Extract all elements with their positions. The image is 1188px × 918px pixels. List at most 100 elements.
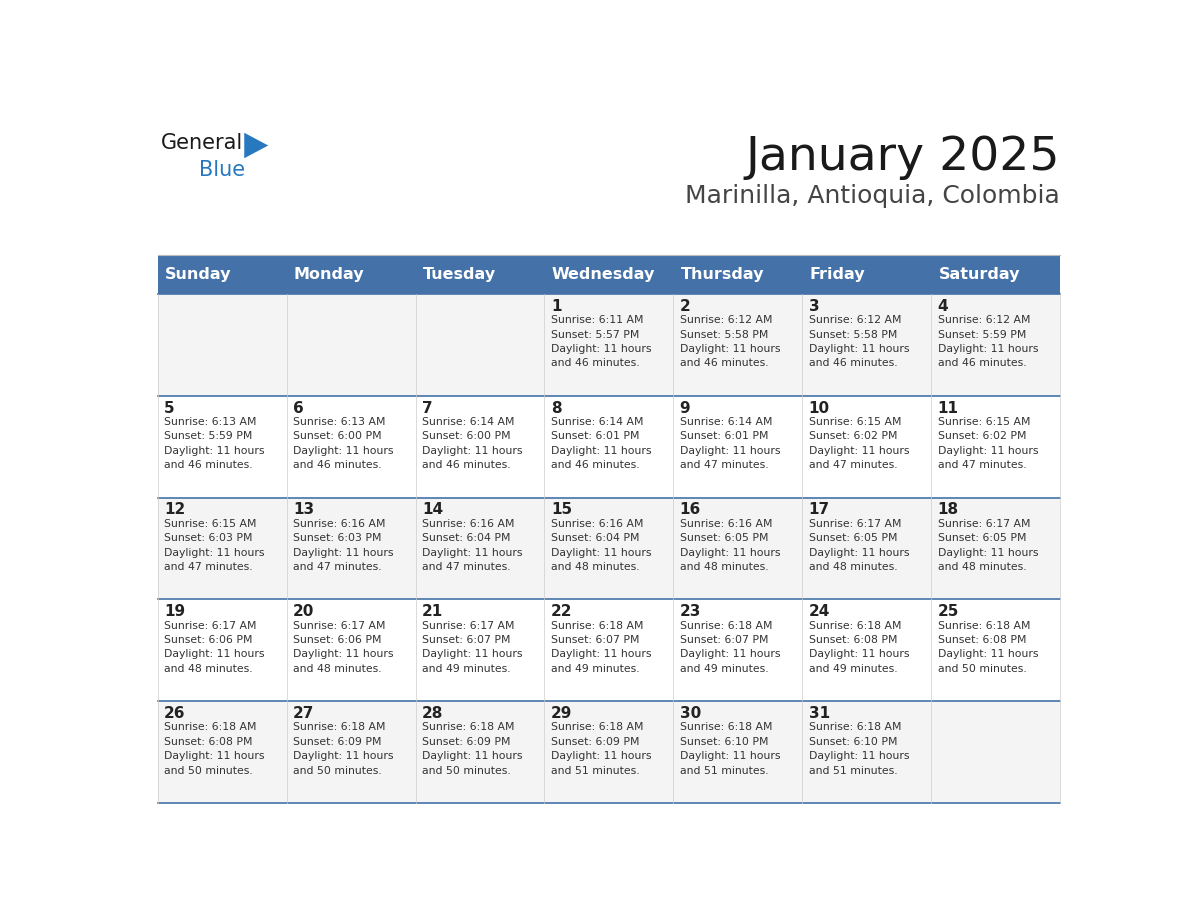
Text: 25: 25 <box>937 604 959 620</box>
Text: 28: 28 <box>422 706 443 721</box>
Text: Friday: Friday <box>809 267 865 282</box>
Text: Sunrise: 6:12 AM
Sunset: 5:59 PM
Daylight: 11 hours
and 46 minutes.: Sunrise: 6:12 AM Sunset: 5:59 PM Dayligh… <box>937 315 1038 368</box>
Bar <box>674 498 802 599</box>
Text: Sunrise: 6:17 AM
Sunset: 6:05 PM
Daylight: 11 hours
and 48 minutes.: Sunrise: 6:17 AM Sunset: 6:05 PM Dayligh… <box>809 519 909 572</box>
Text: General: General <box>160 133 242 152</box>
Bar <box>931 255 1060 294</box>
Text: Wednesday: Wednesday <box>551 267 655 282</box>
Text: 24: 24 <box>809 604 830 620</box>
Bar <box>931 701 1060 803</box>
Bar <box>674 294 802 396</box>
Text: Sunrise: 6:18 AM
Sunset: 6:08 PM
Daylight: 11 hours
and 50 minutes.: Sunrise: 6:18 AM Sunset: 6:08 PM Dayligh… <box>937 621 1038 674</box>
Text: Sunrise: 6:18 AM
Sunset: 6:10 PM
Daylight: 11 hours
and 51 minutes.: Sunrise: 6:18 AM Sunset: 6:10 PM Dayligh… <box>680 722 781 776</box>
Bar <box>674 255 802 294</box>
Bar <box>802 498 931 599</box>
Bar <box>802 599 931 701</box>
Bar <box>931 396 1060 498</box>
Bar <box>286 396 416 498</box>
Bar <box>674 599 802 701</box>
Text: 14: 14 <box>422 502 443 518</box>
Text: Monday: Monday <box>293 267 365 282</box>
Bar <box>544 701 674 803</box>
Text: Sunrise: 6:16 AM
Sunset: 6:04 PM
Daylight: 11 hours
and 47 minutes.: Sunrise: 6:16 AM Sunset: 6:04 PM Dayligh… <box>422 519 523 572</box>
Bar <box>286 498 416 599</box>
Text: 15: 15 <box>551 502 571 518</box>
Text: 10: 10 <box>809 400 829 416</box>
Text: Sunrise: 6:14 AM
Sunset: 6:01 PM
Daylight: 11 hours
and 46 minutes.: Sunrise: 6:14 AM Sunset: 6:01 PM Dayligh… <box>551 417 651 470</box>
Polygon shape <box>245 133 268 158</box>
Text: 27: 27 <box>293 706 315 721</box>
Text: Sunrise: 6:17 AM
Sunset: 6:07 PM
Daylight: 11 hours
and 49 minutes.: Sunrise: 6:17 AM Sunset: 6:07 PM Dayligh… <box>422 621 523 674</box>
Bar <box>674 396 802 498</box>
Text: Sunrise: 6:17 AM
Sunset: 6:06 PM
Daylight: 11 hours
and 48 minutes.: Sunrise: 6:17 AM Sunset: 6:06 PM Dayligh… <box>164 621 265 674</box>
Bar <box>286 599 416 701</box>
Text: Sunrise: 6:18 AM
Sunset: 6:08 PM
Daylight: 11 hours
and 49 minutes.: Sunrise: 6:18 AM Sunset: 6:08 PM Dayligh… <box>809 621 909 674</box>
Text: Sunday: Sunday <box>165 267 232 282</box>
Text: 17: 17 <box>809 502 829 518</box>
Bar <box>931 599 1060 701</box>
Bar <box>544 255 674 294</box>
Text: Tuesday: Tuesday <box>423 267 497 282</box>
Bar <box>416 255 544 294</box>
Text: Sunrise: 6:13 AM
Sunset: 6:00 PM
Daylight: 11 hours
and 46 minutes.: Sunrise: 6:13 AM Sunset: 6:00 PM Dayligh… <box>293 417 393 470</box>
Text: Sunrise: 6:16 AM
Sunset: 6:05 PM
Daylight: 11 hours
and 48 minutes.: Sunrise: 6:16 AM Sunset: 6:05 PM Dayligh… <box>680 519 781 572</box>
Text: 26: 26 <box>164 706 185 721</box>
Bar <box>544 294 674 396</box>
Text: Sunrise: 6:17 AM
Sunset: 6:06 PM
Daylight: 11 hours
and 48 minutes.: Sunrise: 6:17 AM Sunset: 6:06 PM Dayligh… <box>293 621 393 674</box>
Bar <box>674 701 802 803</box>
Bar <box>158 255 286 294</box>
Bar <box>544 396 674 498</box>
Bar <box>931 294 1060 396</box>
Bar <box>416 396 544 498</box>
Bar <box>802 701 931 803</box>
Text: 31: 31 <box>809 706 829 721</box>
Text: 9: 9 <box>680 400 690 416</box>
Text: 21: 21 <box>422 604 443 620</box>
Text: 4: 4 <box>937 299 948 314</box>
Bar <box>286 294 416 396</box>
Bar <box>286 255 416 294</box>
Bar <box>802 396 931 498</box>
Text: Marinilla, Antioquia, Colombia: Marinilla, Antioquia, Colombia <box>685 185 1060 208</box>
Text: Sunrise: 6:16 AM
Sunset: 6:03 PM
Daylight: 11 hours
and 47 minutes.: Sunrise: 6:16 AM Sunset: 6:03 PM Dayligh… <box>293 519 393 572</box>
Text: 12: 12 <box>164 502 185 518</box>
Text: Thursday: Thursday <box>681 267 764 282</box>
Text: 30: 30 <box>680 706 701 721</box>
Text: Sunrise: 6:18 AM
Sunset: 6:07 PM
Daylight: 11 hours
and 49 minutes.: Sunrise: 6:18 AM Sunset: 6:07 PM Dayligh… <box>680 621 781 674</box>
Text: Sunrise: 6:18 AM
Sunset: 6:09 PM
Daylight: 11 hours
and 50 minutes.: Sunrise: 6:18 AM Sunset: 6:09 PM Dayligh… <box>422 722 523 776</box>
Bar <box>158 294 286 396</box>
Text: January 2025: January 2025 <box>746 135 1060 180</box>
Bar <box>286 701 416 803</box>
Text: Sunrise: 6:15 AM
Sunset: 6:02 PM
Daylight: 11 hours
and 47 minutes.: Sunrise: 6:15 AM Sunset: 6:02 PM Dayligh… <box>937 417 1038 470</box>
Text: 20: 20 <box>293 604 315 620</box>
Text: 22: 22 <box>551 604 573 620</box>
Bar <box>544 599 674 701</box>
Text: 19: 19 <box>164 604 185 620</box>
Text: Sunrise: 6:18 AM
Sunset: 6:09 PM
Daylight: 11 hours
and 51 minutes.: Sunrise: 6:18 AM Sunset: 6:09 PM Dayligh… <box>551 722 651 776</box>
Text: 23: 23 <box>680 604 701 620</box>
Text: Blue: Blue <box>200 160 245 180</box>
Bar <box>802 255 931 294</box>
Bar <box>158 599 286 701</box>
Text: Sunrise: 6:15 AM
Sunset: 6:02 PM
Daylight: 11 hours
and 47 minutes.: Sunrise: 6:15 AM Sunset: 6:02 PM Dayligh… <box>809 417 909 470</box>
Bar <box>931 498 1060 599</box>
Text: Sunrise: 6:12 AM
Sunset: 5:58 PM
Daylight: 11 hours
and 46 minutes.: Sunrise: 6:12 AM Sunset: 5:58 PM Dayligh… <box>809 315 909 368</box>
Text: Sunrise: 6:17 AM
Sunset: 6:05 PM
Daylight: 11 hours
and 48 minutes.: Sunrise: 6:17 AM Sunset: 6:05 PM Dayligh… <box>937 519 1038 572</box>
Text: 18: 18 <box>937 502 959 518</box>
Bar <box>158 396 286 498</box>
Text: Sunrise: 6:16 AM
Sunset: 6:04 PM
Daylight: 11 hours
and 48 minutes.: Sunrise: 6:16 AM Sunset: 6:04 PM Dayligh… <box>551 519 651 572</box>
Text: 1: 1 <box>551 299 562 314</box>
Bar <box>158 701 286 803</box>
Text: Sunrise: 6:11 AM
Sunset: 5:57 PM
Daylight: 11 hours
and 46 minutes.: Sunrise: 6:11 AM Sunset: 5:57 PM Dayligh… <box>551 315 651 368</box>
Text: Sunrise: 6:18 AM
Sunset: 6:07 PM
Daylight: 11 hours
and 49 minutes.: Sunrise: 6:18 AM Sunset: 6:07 PM Dayligh… <box>551 621 651 674</box>
Text: 11: 11 <box>937 400 959 416</box>
Text: 13: 13 <box>293 502 314 518</box>
Text: Sunrise: 6:18 AM
Sunset: 6:08 PM
Daylight: 11 hours
and 50 minutes.: Sunrise: 6:18 AM Sunset: 6:08 PM Dayligh… <box>164 722 265 776</box>
Text: 29: 29 <box>551 706 573 721</box>
Text: 2: 2 <box>680 299 690 314</box>
Text: 5: 5 <box>164 400 175 416</box>
Text: Saturday: Saturday <box>939 267 1020 282</box>
Text: Sunrise: 6:13 AM
Sunset: 5:59 PM
Daylight: 11 hours
and 46 minutes.: Sunrise: 6:13 AM Sunset: 5:59 PM Dayligh… <box>164 417 265 470</box>
Text: Sunrise: 6:18 AM
Sunset: 6:10 PM
Daylight: 11 hours
and 51 minutes.: Sunrise: 6:18 AM Sunset: 6:10 PM Dayligh… <box>809 722 909 776</box>
Bar <box>416 701 544 803</box>
